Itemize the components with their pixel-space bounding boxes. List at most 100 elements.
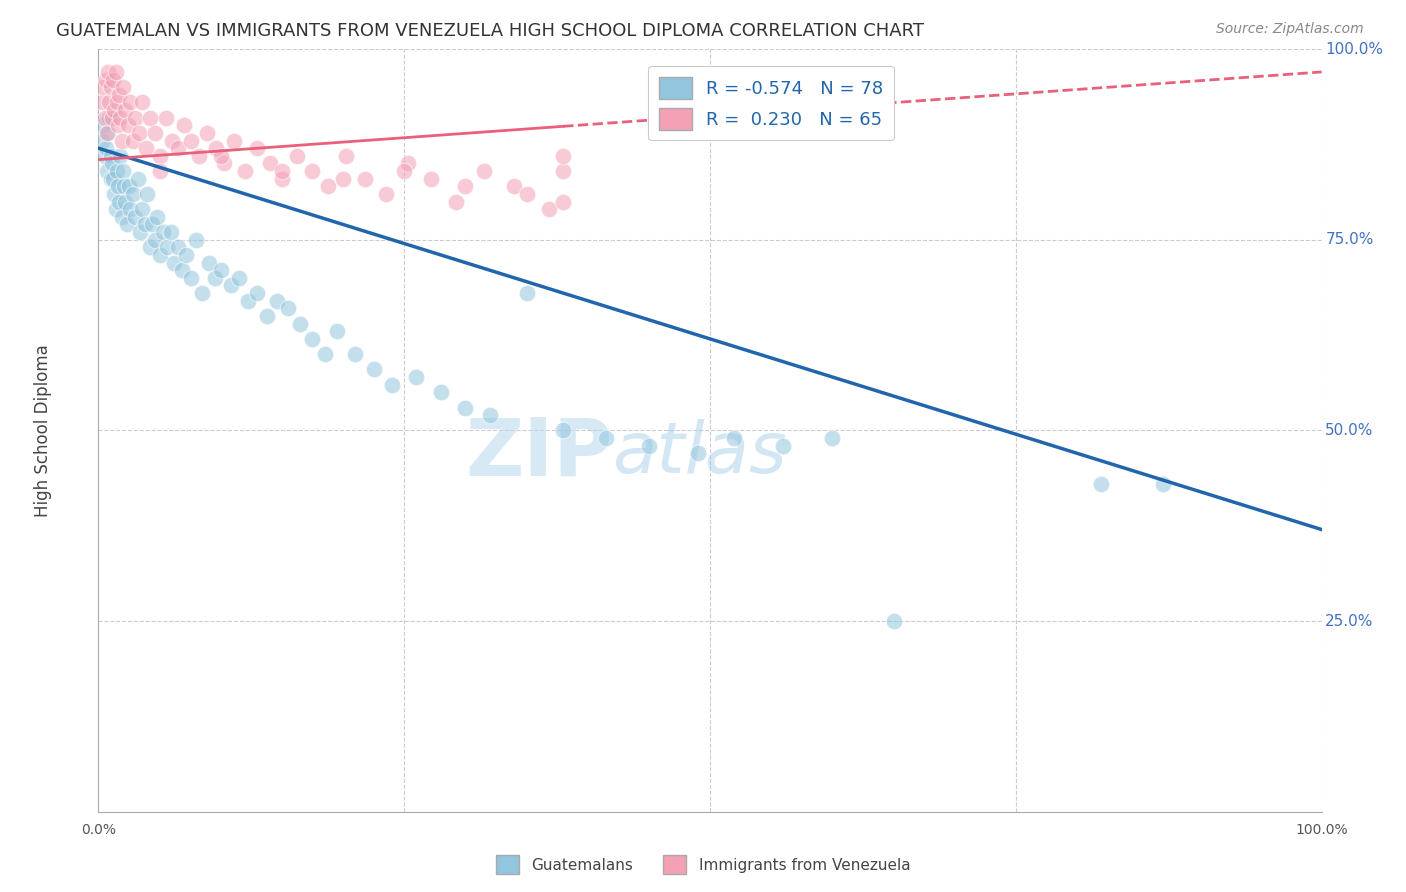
Point: [128, 126, 150, 140]
Point: [537, 202, 560, 217]
Point: [111, 134, 134, 148]
Point: [108, 87, 131, 102]
Point: [595, 431, 617, 445]
Point: [209, 263, 232, 277]
Point: [152, 225, 174, 239]
Point: [149, 149, 172, 163]
Point: [332, 171, 354, 186]
Point: [381, 377, 404, 392]
Point: [117, 119, 139, 133]
Point: [93, 111, 115, 125]
Point: [101, 111, 124, 125]
Point: [163, 255, 186, 269]
Point: [173, 119, 195, 133]
Text: 75.0%: 75.0%: [1326, 232, 1374, 247]
Point: [553, 164, 575, 178]
Point: [143, 233, 166, 247]
Point: [197, 255, 219, 269]
Point: [124, 111, 146, 125]
Point: [478, 408, 501, 422]
Point: [98, 95, 121, 110]
Point: [96, 126, 118, 140]
Point: [170, 263, 193, 277]
Text: 0.0%: 0.0%: [82, 823, 115, 838]
Point: [301, 164, 323, 178]
Point: [93, 149, 115, 163]
Point: [107, 119, 129, 133]
Text: ZIP: ZIP: [465, 414, 612, 492]
Point: [363, 362, 385, 376]
Point: [176, 248, 198, 262]
Point: [301, 332, 323, 346]
Point: [136, 186, 159, 201]
Text: High School Diploma: High School Diploma: [34, 344, 52, 516]
Point: [104, 65, 127, 79]
Point: [637, 439, 661, 453]
Point: [103, 103, 125, 117]
Point: [139, 111, 162, 125]
Point: [127, 171, 149, 186]
Point: [214, 156, 236, 170]
Point: [105, 164, 128, 178]
Point: [135, 141, 157, 155]
Point: [111, 210, 134, 224]
Point: [114, 103, 136, 117]
Point: [1090, 476, 1112, 491]
Point: [94, 141, 117, 155]
Point: [134, 218, 156, 232]
Point: [121, 134, 143, 148]
Point: [236, 293, 259, 308]
Point: [101, 171, 124, 186]
Point: [553, 424, 575, 438]
Point: [270, 164, 294, 178]
Point: [515, 286, 537, 301]
Point: [246, 141, 269, 155]
Point: [444, 194, 467, 209]
Point: [103, 186, 125, 201]
Point: [454, 179, 477, 194]
Point: [405, 370, 427, 384]
Point: [101, 72, 124, 87]
Point: [256, 309, 278, 323]
Point: [430, 385, 453, 400]
Point: [285, 149, 308, 163]
Point: [344, 347, 367, 361]
Point: [160, 134, 183, 148]
Point: [120, 95, 142, 110]
Point: [219, 278, 242, 293]
Point: [553, 194, 575, 209]
Point: [335, 149, 357, 163]
Point: [723, 431, 745, 445]
Legend: R = -0.574   N = 78, R =  0.230   N = 65: R = -0.574 N = 78, R = 0.230 N = 65: [648, 66, 894, 140]
Point: [209, 149, 232, 163]
Point: [156, 240, 179, 254]
Point: [131, 202, 153, 217]
Legend: Guatemalans, Immigrants from Venezuela: Guatemalans, Immigrants from Venezuela: [489, 849, 917, 880]
Point: [115, 218, 138, 232]
Point: [149, 248, 172, 262]
Point: [186, 233, 208, 247]
Point: [114, 194, 136, 209]
Point: [553, 149, 575, 163]
Point: [100, 80, 122, 95]
Point: [120, 202, 142, 217]
Point: [159, 225, 181, 239]
Point: [129, 225, 152, 239]
Point: [266, 293, 288, 308]
Point: [224, 134, 246, 148]
Point: [91, 119, 114, 133]
Text: 100.0%: 100.0%: [1326, 42, 1384, 56]
Point: [195, 126, 218, 140]
Point: [1152, 476, 1174, 491]
Point: [374, 186, 396, 201]
Point: [454, 401, 477, 415]
Point: [101, 156, 124, 170]
Point: [167, 240, 190, 254]
Point: [503, 179, 526, 194]
Point: [396, 156, 419, 170]
Point: [233, 164, 256, 178]
Text: Source: ZipAtlas.com: Source: ZipAtlas.com: [1216, 22, 1364, 37]
Point: [290, 317, 312, 331]
Point: [91, 95, 114, 110]
Point: [94, 72, 117, 87]
